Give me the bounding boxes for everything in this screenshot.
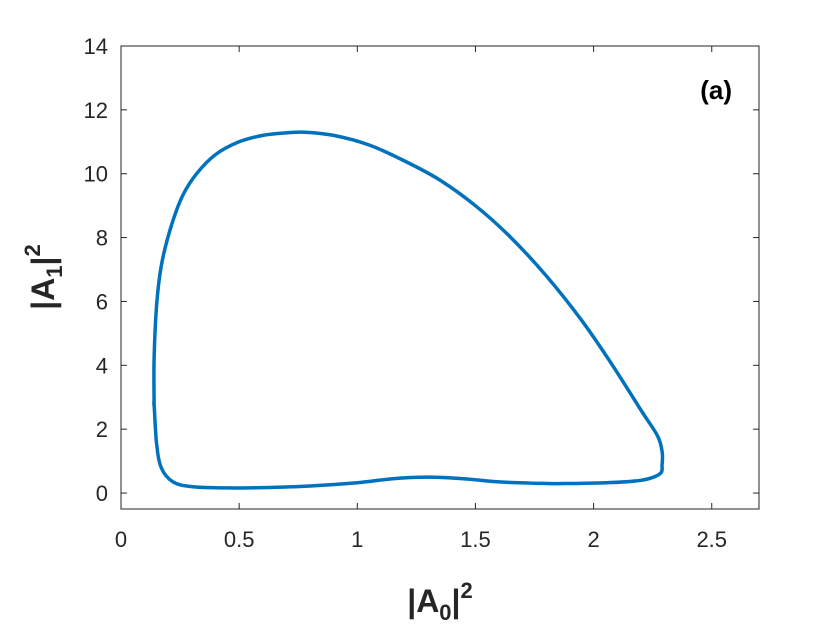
x-axis-label-sub: 0	[439, 600, 451, 625]
y-axis-label-base: |A	[25, 278, 61, 310]
y-axis-label: |A1|2	[20, 244, 67, 310]
y-tick-label: 4	[96, 353, 108, 378]
x-tick-label: 2.5	[696, 527, 727, 552]
axes-box	[120, 45, 760, 510]
y-axis-label-sub: 1	[42, 265, 67, 277]
x-tick-label: 1	[351, 527, 363, 552]
series-line	[152, 130, 665, 490]
x-tick-label: 0.5	[224, 527, 255, 552]
y-tick-label: 8	[96, 226, 108, 251]
y-tick-label: 2	[96, 417, 108, 442]
x-tick-label: 2	[587, 527, 599, 552]
x-axis-label-tail: |	[452, 583, 461, 619]
x-tick-label: 0	[115, 527, 127, 552]
panel-label: (a)	[700, 75, 732, 105]
y-tick-label: 12	[84, 98, 108, 123]
y-tick-label: 0	[96, 481, 108, 506]
x-axis-label-sup: 2	[461, 578, 473, 603]
plot-background	[121, 46, 759, 509]
x-axis-label-base: |A	[407, 583, 439, 619]
y-tick-label: 6	[96, 289, 108, 314]
y-axis-label-tail: |	[25, 256, 61, 265]
ticks-layer: 0 0.5 1 1.5 2 2.5 0 2 4 6 8 10 12 14	[84, 34, 759, 552]
y-tick-label: 14	[84, 34, 108, 59]
x-tick-label: 1.5	[460, 527, 491, 552]
y-axis-label-sup: 2	[20, 244, 45, 256]
y-tick-label: 10	[84, 162, 108, 187]
x-axis-label: |A0|2	[407, 578, 473, 625]
